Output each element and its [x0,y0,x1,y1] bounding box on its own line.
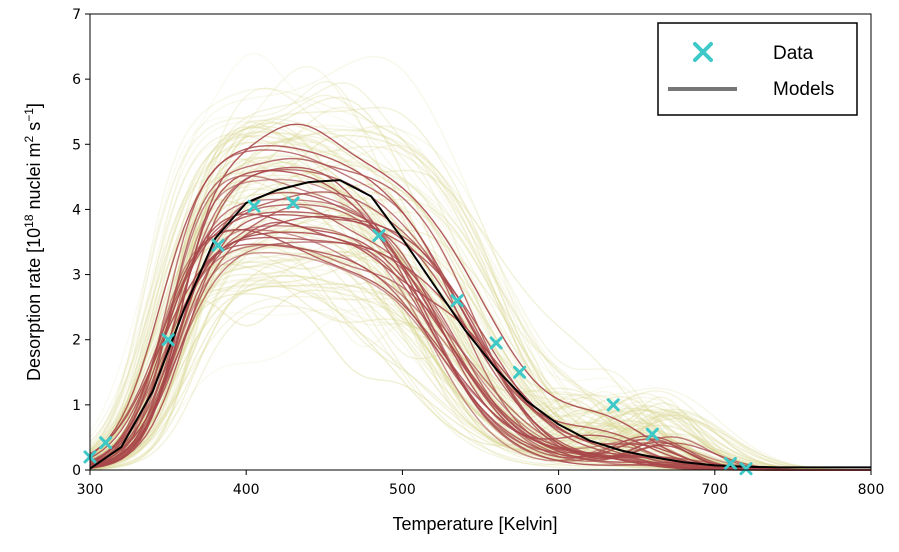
y-tick-label: 7 [72,7,81,23]
legend-data-marker-icon [693,42,713,62]
y-axis-title-exponent: 2 [22,135,36,142]
y-axis-title-part: s [24,122,44,136]
x-tick-label: 500 [389,482,416,498]
y-tick-label: 0 [72,463,81,479]
x-tick-label: 800 [858,482,885,498]
data-point [513,365,527,379]
data-point [372,228,386,242]
y-axis-title: Desorption rate [1018 nuclei m2 s−1] [22,103,44,381]
legend: Data Models [657,22,858,116]
data-point [286,196,300,210]
y-tick-label: 4 [72,202,81,218]
model-curve-faint [89,229,872,471]
legend-label-data: Data [773,43,814,64]
data-point [645,427,659,441]
y-axis-title-exponent: 18 [22,214,36,228]
x-tick-label: 400 [233,482,260,498]
y-tick-label: 2 [72,333,81,349]
model-curve-faint [89,274,871,471]
y-tick-label: 5 [72,137,81,153]
data-point [161,333,175,347]
model-curve-faint [89,279,871,471]
y-axis: 0 1 2 3 4 5 6 7 [72,7,90,479]
data-points [83,196,753,476]
model-curve [89,166,871,471]
model-curve-faint [89,140,871,471]
y-tick-label: 6 [72,72,81,88]
x-tick-label: 600 [545,482,572,498]
model-curve-faint [89,188,871,471]
y-axis-title-part: Desorption rate [10 [24,228,44,381]
model-curve [89,236,871,471]
y-axis-title-exponent: −1 [22,108,36,122]
data-point [739,462,753,476]
legend-box [657,22,858,116]
data-point [450,294,464,308]
model-curve-faint [89,134,871,471]
data-point [247,199,261,213]
model-curve-faint [89,275,871,471]
x-tick-label: 700 [701,482,728,498]
data-point [606,398,620,412]
data-point [489,336,503,350]
y-axis-title-part: ] [24,103,44,108]
model-best-fit-line [89,179,871,470]
x-tick-label: 300 [77,482,104,498]
model-ensemble [89,52,872,471]
x-axis: 300 400 500 600 700 800 [77,470,885,498]
plot-frame [89,13,872,471]
model-mean-line [89,179,871,470]
x-axis-title: Temperature [Kelvin] [392,514,557,534]
data-point [99,436,113,450]
y-tick-label: 1 [72,398,81,414]
y-axis-title-part: nuclei m [24,142,44,214]
data-point [723,456,737,470]
data-point [211,238,225,252]
y-tick-label: 3 [72,268,81,284]
legend-label-models: Models [773,79,834,100]
